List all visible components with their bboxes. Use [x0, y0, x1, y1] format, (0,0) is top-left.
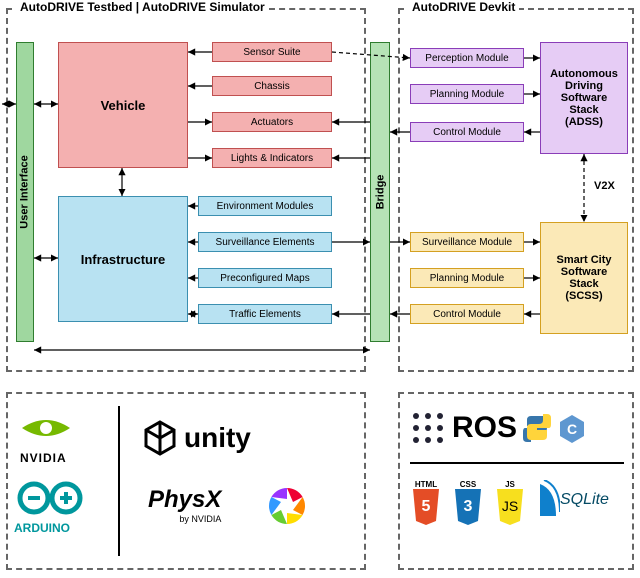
svg-text:5: 5 — [422, 498, 431, 515]
arduino-logo: ARDUINO — [14, 521, 86, 535]
surv-elem-block: Surveillance Elements — [198, 232, 332, 252]
user-interface-bar: User Interface — [16, 42, 34, 342]
scss-block: Smart City Software Stack (SCSS) — [540, 222, 628, 334]
css3-badge: CSS 3 — [452, 480, 484, 530]
cpp-icon: C — [557, 413, 587, 443]
nvidia-eye-icon — [20, 410, 72, 446]
logo-separator-right — [410, 462, 624, 464]
v2x-label: V2X — [594, 180, 615, 192]
svg-text:JS: JS — [502, 498, 518, 514]
physx-sub: by NVIDIA — [148, 514, 221, 524]
actuators-block: Actuators — [212, 112, 332, 132]
svg-text:C: C — [567, 421, 577, 437]
surv-mod-block: Surveillance Module — [410, 232, 524, 252]
infrastructure-block: Infrastructure — [58, 196, 188, 322]
panel-devkit-title: AutoDRIVE Devkit — [408, 0, 519, 14]
python-icon — [523, 414, 551, 442]
svg-text:3: 3 — [464, 498, 473, 515]
perception-mod-block: Perception Module — [410, 48, 524, 68]
chassis-block: Chassis — [212, 76, 332, 96]
control-mod-block: Control Module — [410, 122, 524, 142]
user-interface-label: User Interface — [19, 155, 31, 228]
preconf-maps-block: Preconfigured Maps — [198, 268, 332, 288]
planning-mod-block: Planning Module — [410, 84, 524, 104]
unity-logo: unity — [184, 422, 251, 454]
physx-logo: PhysX — [148, 486, 221, 513]
adss-block: Autonomous Driving Software Stack (ADSS) — [540, 42, 628, 154]
ros-logo: ROS — [452, 411, 517, 445]
nvidia-logo: NVIDIA — [20, 451, 72, 465]
planning-mod2-block: Planning Module — [410, 268, 524, 288]
html5-badge: HTML 5 — [410, 480, 442, 530]
unity-cube-icon — [140, 418, 180, 458]
arduino-logo-icon — [14, 480, 86, 516]
js-badge: JS JS — [494, 480, 526, 530]
bridge-label: Bridge — [374, 175, 386, 210]
aperture-icon — [265, 484, 309, 528]
ros-dots-icon — [410, 410, 446, 446]
vehicle-block: Vehicle — [58, 42, 188, 168]
sensor-suite-block: Sensor Suite — [212, 42, 332, 62]
panel-testbed-title: AutoDRIVE Testbed | AutoDRIVE Simulator — [16, 0, 269, 14]
control-mod2-block: Control Module — [410, 304, 524, 324]
logo-separator-left — [118, 406, 120, 556]
sqlite-logo: SQLite — [536, 480, 609, 520]
traffic-elem-block: Traffic Elements — [198, 304, 332, 324]
lights-block: Lights & Indicators — [212, 148, 332, 168]
bridge-bar: Bridge — [370, 42, 390, 342]
env-mods-block: Environment Modules — [198, 196, 332, 216]
